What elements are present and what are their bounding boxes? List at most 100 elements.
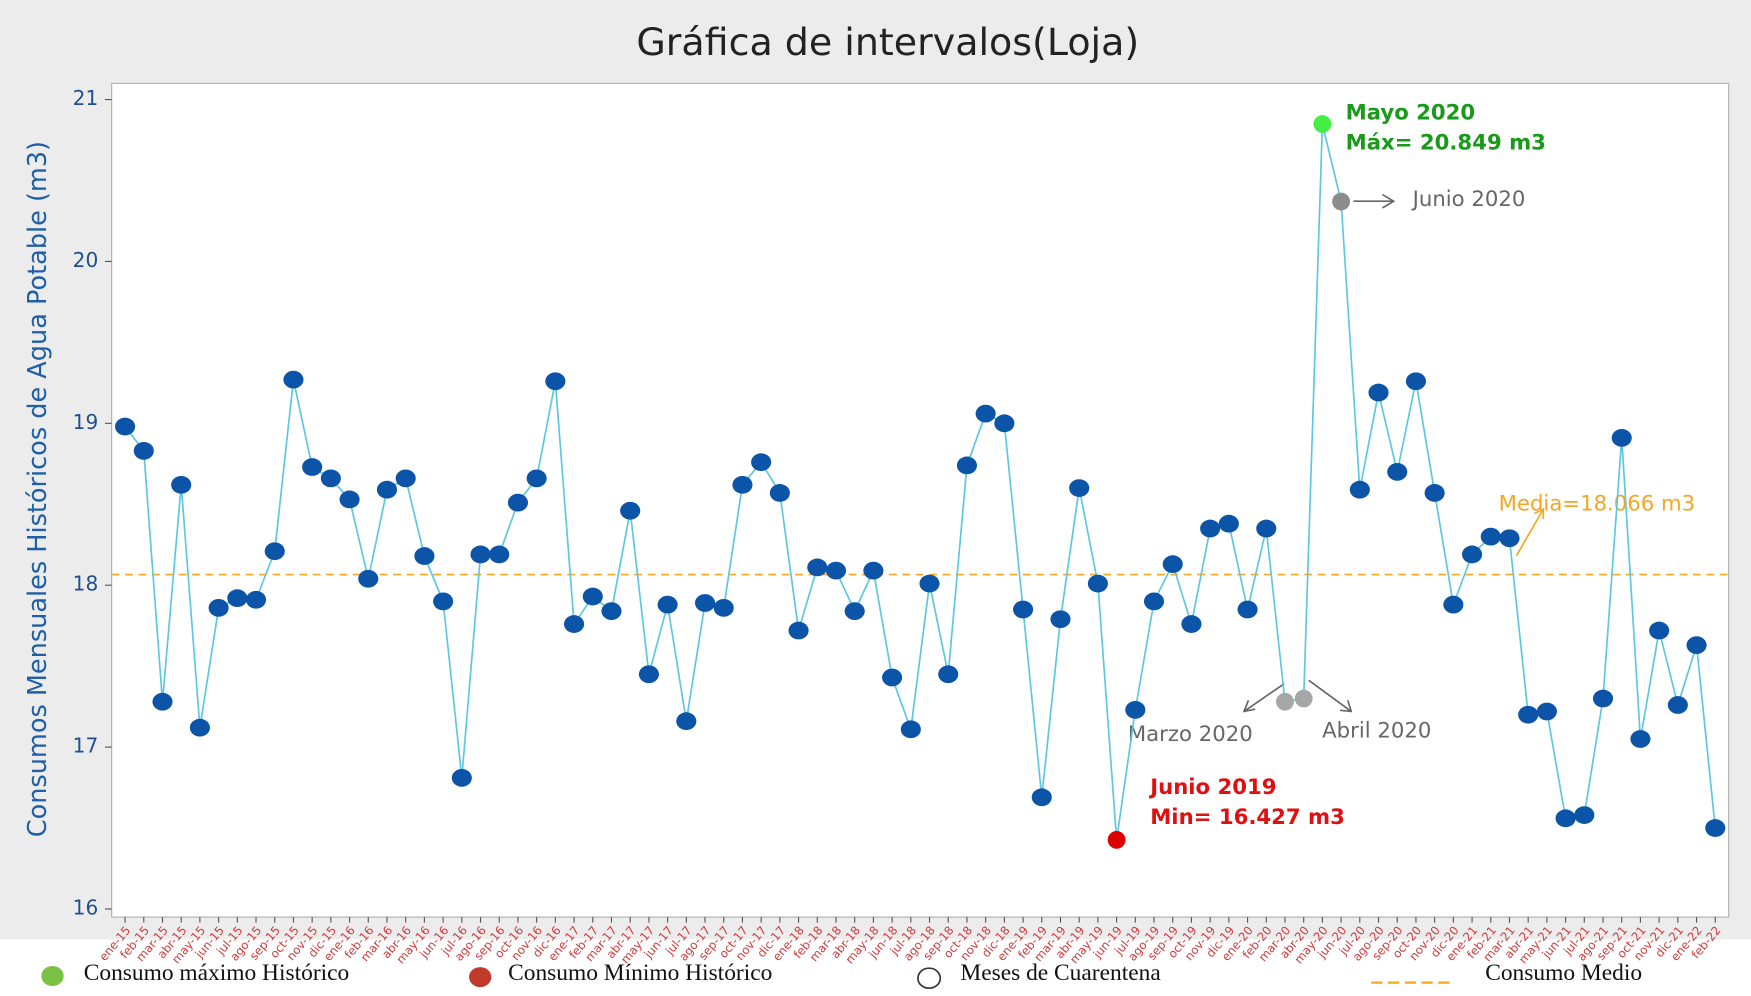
data-point	[1649, 621, 1670, 640]
data-point	[227, 589, 248, 608]
y-tick-label: 19	[73, 410, 99, 434]
data-point	[1013, 600, 1034, 619]
data-point	[1424, 484, 1445, 502]
data-point	[694, 594, 716, 612]
data-point	[1630, 730, 1651, 748]
y-tick-label: 20	[73, 248, 99, 272]
plot-area	[111, 82, 1730, 918]
data-point	[526, 469, 547, 488]
data-point	[1518, 705, 1539, 724]
data-point	[376, 480, 398, 499]
data-point	[863, 561, 884, 580]
annotation-arrows	[1242, 193, 1396, 713]
data-point	[1181, 615, 1202, 633]
data-point	[919, 574, 940, 593]
y-tick-label: 17	[73, 734, 99, 758]
data-point	[1592, 689, 1614, 708]
data-point	[1387, 463, 1408, 481]
data-point	[1125, 700, 1146, 719]
max-value-label: Máx= 20.849 m3	[1346, 129, 1546, 154]
legend-swatch	[41, 965, 64, 986]
data-point	[975, 404, 996, 423]
data-point	[788, 621, 809, 640]
legend-swatch	[469, 967, 492, 988]
data-point	[545, 372, 566, 391]
data-point	[582, 587, 603, 606]
data-point	[1313, 115, 1332, 133]
june-2020-label: Junio 2020	[1411, 186, 1526, 211]
data-point	[320, 469, 341, 488]
data-point	[171, 475, 192, 494]
data-point	[115, 417, 136, 436]
data-point	[302, 458, 323, 476]
data-point	[956, 456, 977, 475]
data-point	[751, 453, 772, 472]
data-point	[994, 414, 1015, 433]
data-point	[1332, 192, 1351, 211]
chart-title: Gráfica de intervalos(Loja)	[636, 20, 1139, 64]
data-point	[339, 490, 360, 509]
mean-arrow	[1515, 507, 1545, 557]
data-point	[1462, 545, 1483, 564]
april-2020-label: Abril 2020	[1322, 717, 1431, 742]
data-point	[1276, 692, 1294, 711]
legend-label: Consumo máximo Histórico	[84, 960, 350, 986]
mean-label: Media=18.066 m3	[1499, 491, 1696, 516]
data-point	[807, 558, 828, 577]
data-point	[1349, 480, 1370, 499]
data-point	[1294, 689, 1313, 708]
data-point	[1218, 514, 1239, 533]
data-point	[208, 598, 229, 617]
data-point	[1200, 519, 1221, 538]
data-point	[882, 668, 903, 687]
data-point	[1069, 479, 1090, 497]
data-point	[245, 590, 267, 609]
data-point	[264, 542, 285, 561]
data-point	[414, 547, 435, 565]
data-point	[1256, 519, 1277, 538]
data-point	[638, 665, 659, 684]
data-point	[900, 720, 921, 739]
legend-label: Consumo Medio	[1485, 960, 1642, 986]
legend-label: Meses de Cuarentena	[960, 960, 1161, 986]
data-point	[769, 484, 790, 502]
data-point	[1574, 806, 1595, 824]
data-point	[1368, 383, 1389, 402]
data-point	[601, 602, 622, 621]
data-point	[732, 475, 753, 494]
data-point	[1443, 595, 1464, 614]
data-point	[1050, 610, 1071, 629]
data-point	[1107, 830, 1126, 849]
data-point	[620, 501, 641, 520]
data-point	[1087, 574, 1108, 593]
data-point	[1237, 600, 1258, 619]
march-2020-label: Marzo 2020	[1128, 721, 1253, 746]
y-axis-label: Consumos Mensuales Históricos de Agua Po…	[23, 141, 53, 837]
y-tick-label: 21	[73, 86, 99, 110]
data-point	[1480, 527, 1501, 546]
data-point	[1499, 529, 1520, 548]
data-point	[358, 569, 379, 588]
data-point	[451, 768, 472, 787]
data-point	[1555, 809, 1576, 828]
data-point	[1667, 696, 1688, 714]
data-point	[1143, 592, 1165, 611]
data-point	[489, 545, 510, 564]
min-value-label: Min= 16.427 m3	[1150, 804, 1345, 829]
min-month-label: Junio 2019	[1148, 774, 1276, 799]
data-point	[1611, 429, 1632, 447]
data-point	[1536, 702, 1557, 721]
data-point	[713, 598, 734, 617]
data-point	[825, 561, 847, 580]
data-point	[1686, 636, 1707, 655]
data-point	[1031, 788, 1052, 807]
data-point	[657, 595, 678, 614]
data-point	[844, 602, 865, 621]
data-point	[433, 592, 454, 611]
data-point	[189, 718, 210, 737]
y-tick-label: 18	[73, 572, 99, 596]
data-point	[1705, 819, 1726, 837]
data-point	[507, 493, 528, 512]
